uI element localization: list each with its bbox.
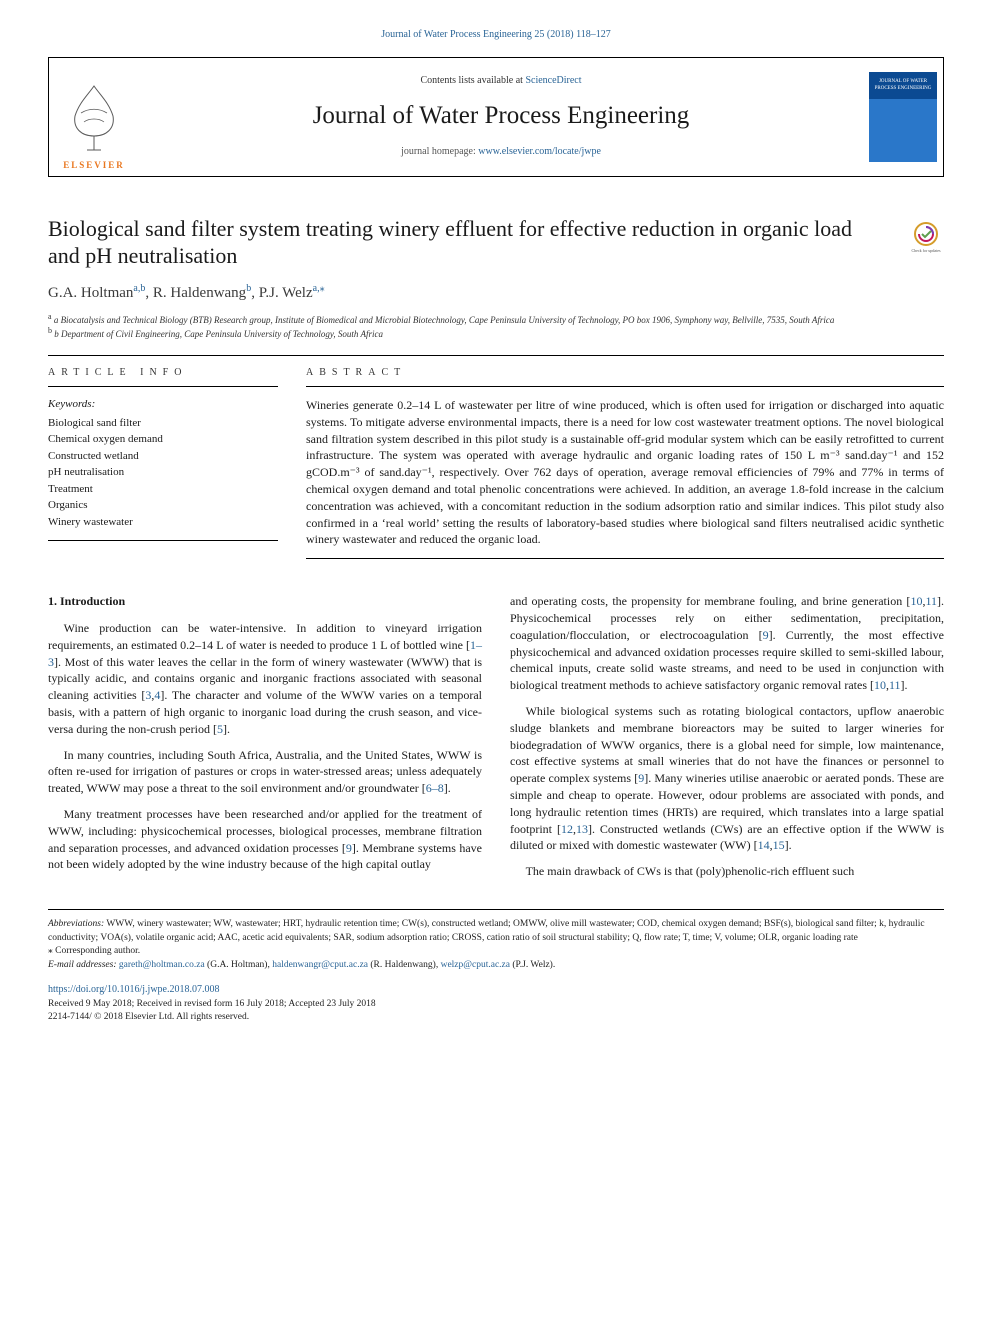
ref-link[interactable]: 5	[217, 722, 223, 736]
homepage-prefix: journal homepage:	[401, 146, 478, 157]
affil-link-b[interactable]: b	[246, 283, 251, 294]
corresponding-author: ⁎ Corresponding author.	[48, 945, 944, 959]
abbrev-label: Abbreviations:	[48, 919, 104, 929]
doi-line: https://doi.org/10.1016/j.jwpe.2018.07.0…	[48, 983, 944, 998]
journal-reference: Journal of Water Process Engineering 25 …	[48, 28, 944, 43]
divider	[48, 540, 278, 541]
cover-thumbnail: JOURNAL OF WATER PROCESS ENGINEERING	[869, 72, 937, 162]
elsevier-logo-col: ELSEVIER	[49, 58, 139, 176]
doi-link[interactable]: https://doi.org/10.1016/j.jwpe.2018.07.0…	[48, 984, 219, 995]
affil-a-text: a Biocatalysis and Technical Biology (BT…	[54, 315, 835, 325]
divider	[306, 558, 944, 559]
contents-line: Contents lists available at ScienceDirec…	[139, 74, 863, 89]
check-for-updates-icon[interactable]: Check for updates	[908, 219, 944, 255]
corr-link[interactable]: ⁎	[320, 283, 325, 294]
copyright-line: 2214-7144/ © 2018 Elsevier Ltd. All righ…	[48, 1011, 944, 1025]
email-link[interactable]: haldenwangr@cput.ac.za	[272, 960, 368, 970]
abstract-column: ABSTRACT Wineries generate 0.2–14 L of w…	[306, 356, 944, 560]
ref-link[interactable]: 6–8	[426, 781, 444, 795]
left-column: 1. Introduction Wine production can be w…	[48, 593, 482, 889]
ref-link[interactable]: 10	[874, 678, 886, 692]
ref-link[interactable]: 14	[758, 838, 770, 852]
email-line: E-mail addresses: gareth@holtman.co.za (…	[48, 959, 944, 973]
affil-link-a[interactable]: a	[133, 283, 137, 294]
article-info-column: ARTICLE INFO Keywords: Biological sand f…	[48, 356, 278, 560]
body-para: and operating costs, the propensity for …	[510, 593, 944, 694]
keywords-label: Keywords:	[48, 397, 278, 413]
ref-link[interactable]: 12	[561, 822, 573, 836]
homepage-link[interactable]: www.elsevier.com/locate/jwpe	[478, 146, 601, 157]
body-columns: 1. Introduction Wine production can be w…	[48, 593, 944, 889]
email-link[interactable]: gareth@holtman.co.za	[119, 960, 205, 970]
ref-link[interactable]: 9	[638, 771, 644, 785]
keyword: Biological sand filter	[48, 415, 278, 432]
email-link[interactable]: welzp@cput.ac.za	[441, 960, 510, 970]
received-line: Received 9 May 2018; Received in revised…	[48, 998, 944, 1012]
keyword: pH neutralisation	[48, 464, 278, 481]
footnotes: Abbreviations: WWW, winery wastewater; W…	[48, 909, 944, 1025]
email-who: (R. Haldenwang)	[370, 960, 435, 970]
ref-link[interactable]: 10	[910, 594, 922, 608]
masthead: ELSEVIER Contents lists available at Sci…	[48, 57, 944, 177]
affil-link-a[interactable]: a	[313, 283, 317, 294]
homepage-line: journal homepage: www.elsevier.com/locat…	[139, 145, 863, 160]
keyword: Organics	[48, 497, 278, 514]
keywords-list: Biological sand filter Chemical oxygen d…	[48, 415, 278, 531]
abbreviations: Abbreviations: WWW, winery wastewater; W…	[48, 918, 944, 946]
affil-b-text: b Department of Civil Engineering, Cape …	[54, 329, 383, 339]
ref-link[interactable]: 11	[889, 678, 901, 692]
affil-a: a a Biocatalysis and Technical Biology (…	[48, 312, 944, 326]
keyword: Chemical oxygen demand	[48, 431, 278, 448]
email-label: E-mail addresses:	[48, 960, 117, 970]
body-para: While biological systems such as rotatin…	[510, 703, 944, 854]
affiliations: a a Biocatalysis and Technical Biology (…	[48, 312, 944, 340]
ref-link[interactable]: 9	[763, 628, 769, 642]
elsevier-text: ELSEVIER	[49, 158, 139, 173]
keyword: Treatment	[48, 481, 278, 498]
article-title: Biological sand filter system treating w…	[48, 215, 944, 270]
ref-link[interactable]: 9	[346, 841, 352, 855]
ref-link[interactable]: 3	[145, 688, 151, 702]
ref-link[interactable]: 15	[773, 838, 785, 852]
ref-link[interactable]: 4	[154, 688, 160, 702]
ref-link[interactable]: 1–3	[48, 638, 482, 669]
article-info-heading: ARTICLE INFO	[48, 356, 278, 388]
affil-link-b[interactable]: b	[140, 283, 145, 294]
cover-thumb-col: JOURNAL OF WATER PROCESS ENGINEERING	[863, 58, 943, 176]
email-who: (G.A. Holtman)	[207, 960, 267, 970]
abstract-text: Wineries generate 0.2–14 L of wastewater…	[306, 397, 944, 548]
keyword: Winery wastewater	[48, 514, 278, 531]
affil-b: b b Department of Civil Engineering, Cap…	[48, 326, 944, 340]
ref-link[interactable]: 11	[925, 594, 937, 608]
article-title-text: Biological sand filter system treating w…	[48, 216, 852, 269]
section-heading: 1. Introduction	[48, 593, 482, 610]
abstract-heading: ABSTRACT	[306, 356, 944, 388]
body-para: In many countries, including South Afric…	[48, 747, 482, 797]
sciencedirect-link[interactable]: ScienceDirect	[525, 75, 581, 86]
elsevier-tree-icon	[59, 78, 129, 158]
masthead-center: Contents lists available at ScienceDirec…	[139, 58, 863, 176]
svg-text:Check for updates: Check for updates	[911, 248, 941, 253]
right-column: and operating costs, the propensity for …	[510, 593, 944, 889]
ref-link[interactable]: 13	[576, 822, 588, 836]
email-who: (P.J. Welz)	[512, 960, 553, 970]
body-para: Wine production can be water-intensive. …	[48, 620, 482, 738]
abbrev-text: WWW, winery wastewater; WW, wastewater; …	[48, 919, 925, 943]
body-para: The main drawback of CWs is that (poly)p…	[510, 863, 944, 880]
journal-name: Journal of Water Process Engineering	[139, 98, 863, 134]
keyword: Constructed wetland	[48, 448, 278, 465]
authors: G.A. Holtmana,b, R. Haldenwangb, P.J. We…	[48, 282, 944, 305]
contents-prefix: Contents lists available at	[420, 75, 525, 86]
body-para: Many treatment processes have been resea…	[48, 806, 482, 873]
